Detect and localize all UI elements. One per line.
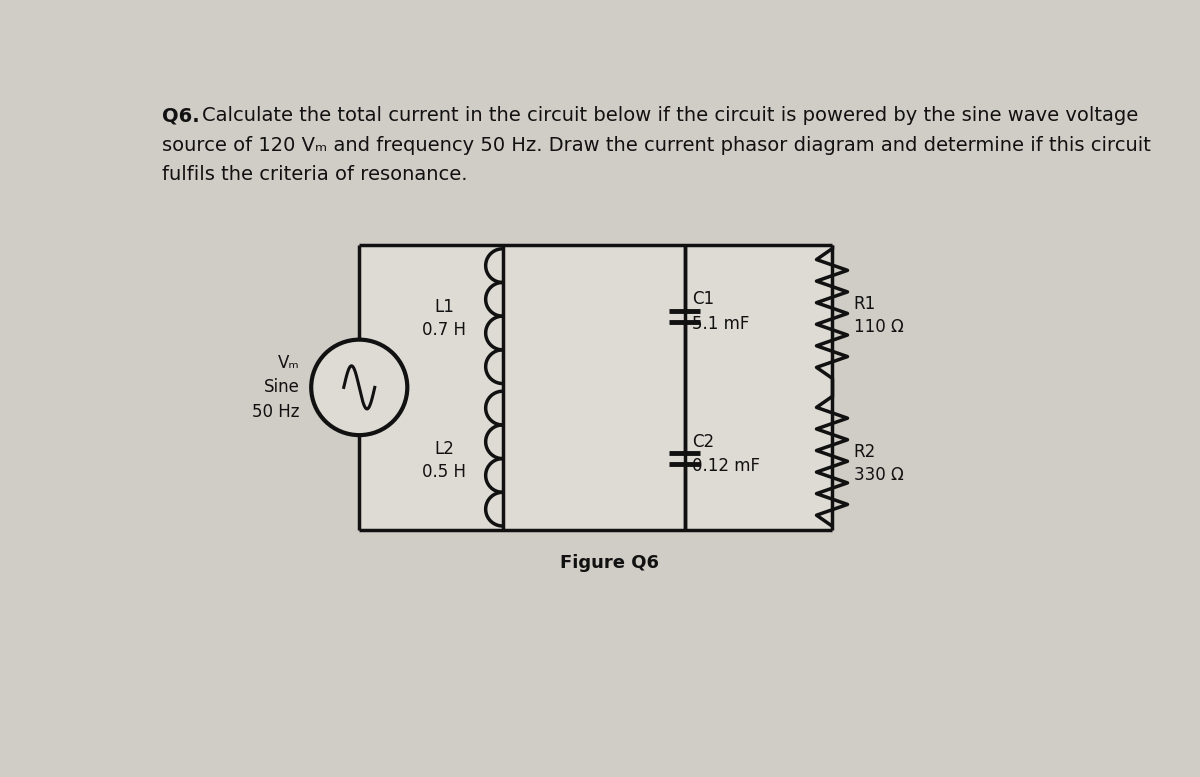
Text: Vₘ: Vₘ bbox=[278, 354, 300, 371]
Text: R2: R2 bbox=[853, 443, 876, 461]
Text: 110 Ω: 110 Ω bbox=[853, 319, 904, 336]
Text: 0.7 H: 0.7 H bbox=[422, 321, 467, 339]
Text: 5.1 mF: 5.1 mF bbox=[692, 315, 750, 333]
Text: C1: C1 bbox=[692, 291, 715, 308]
Text: 330 Ω: 330 Ω bbox=[853, 466, 904, 484]
Text: fulfils the criteria of resonance.: fulfils the criteria of resonance. bbox=[162, 165, 467, 184]
Text: Figure Q6: Figure Q6 bbox=[559, 555, 659, 573]
Text: 50 Hz: 50 Hz bbox=[252, 403, 300, 421]
Text: C2: C2 bbox=[692, 433, 715, 451]
Text: Q6.: Q6. bbox=[162, 106, 199, 125]
Text: source of 120 Vₘ and frequency 50 Hz. Draw the current phasor diagram and determ: source of 120 Vₘ and frequency 50 Hz. Dr… bbox=[162, 136, 1151, 155]
Text: 0.12 mF: 0.12 mF bbox=[692, 458, 761, 476]
Text: R1: R1 bbox=[853, 295, 876, 313]
Circle shape bbox=[311, 340, 407, 435]
Text: L1: L1 bbox=[434, 298, 455, 316]
Text: Sine: Sine bbox=[264, 378, 300, 396]
Bar bbox=[359, 245, 832, 530]
Text: L2: L2 bbox=[434, 441, 455, 458]
Text: 0.5 H: 0.5 H bbox=[422, 463, 467, 482]
Text: Calculate the total current in the circuit below if the circuit is powered by th: Calculate the total current in the circu… bbox=[202, 106, 1138, 125]
